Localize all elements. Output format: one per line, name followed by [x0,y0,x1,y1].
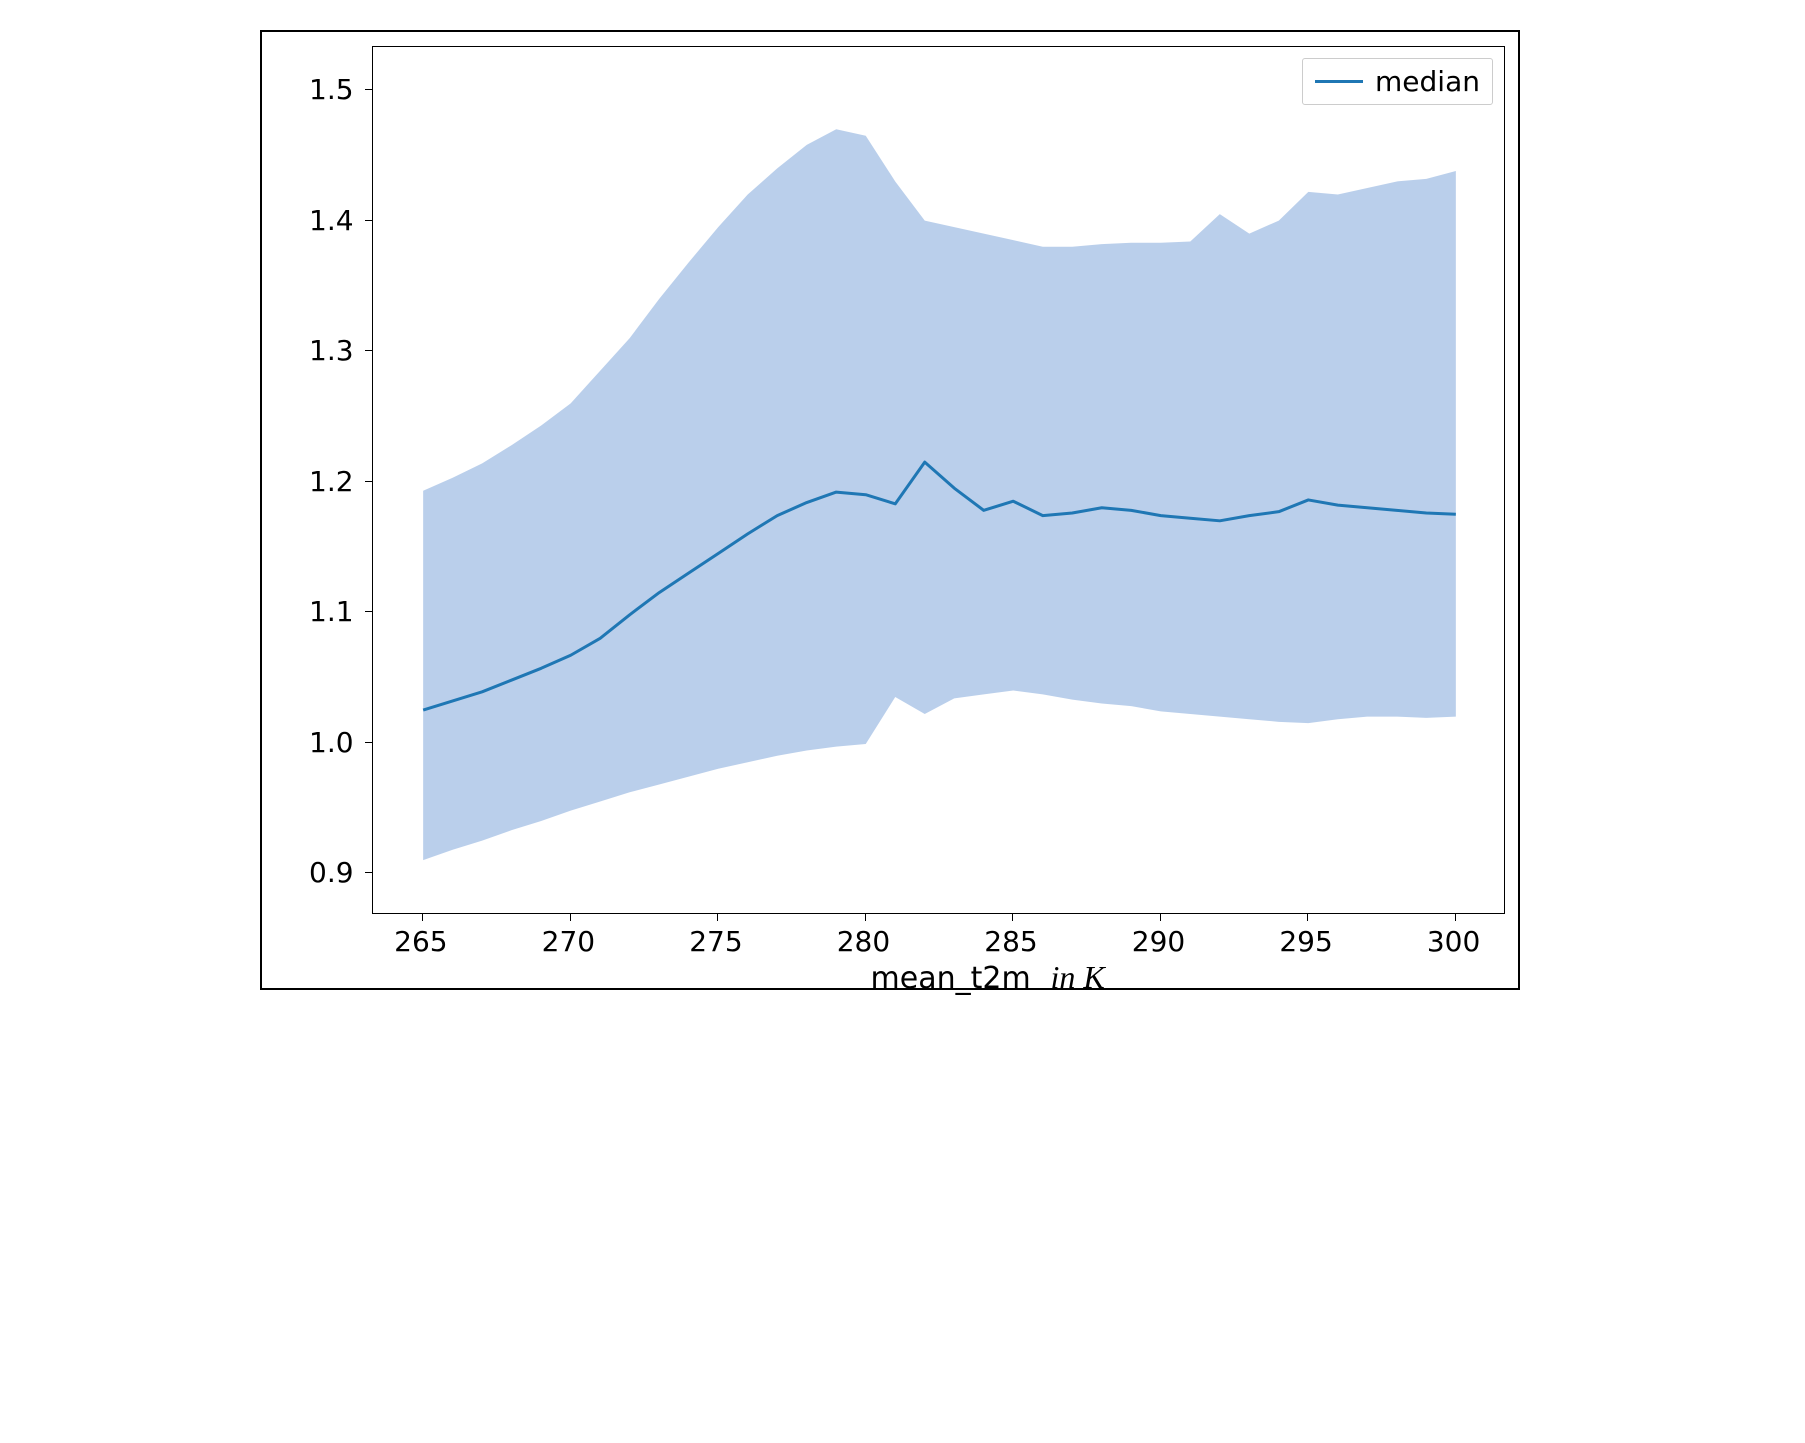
x-tick [1307,914,1308,921]
x-tick [1455,914,1456,921]
x-tick [570,914,571,921]
x-tick-label: 275 [689,925,742,958]
x-tick-label: 280 [837,925,890,958]
x-tick-label: 265 [394,925,447,958]
y-tick [365,742,372,743]
plot-rect [372,46,1505,914]
chart-svg [373,47,1506,915]
y-tick [365,89,372,90]
y-tick [365,481,372,482]
y-tick-label: 1.4 [309,204,354,237]
y-tick [365,220,372,221]
x-tick-label: 270 [542,925,595,958]
outer-frame: 265 270 275 280 285 290 295 300 0.9 1.0 1.1 1.2 1.3 1… [260,30,1520,990]
x-tick [422,914,423,921]
y-tick-label: 1.3 [309,334,354,367]
y-tick-label: 1.2 [309,465,354,498]
x-tick-label: 295 [1279,925,1332,958]
x-axis-label-unit: in K [1051,959,1105,996]
x-axis-label: mean_t2m [871,961,1031,996]
x-tick-label: 300 [1427,925,1480,958]
x-tick [1160,914,1161,921]
legend-label: median [1375,65,1480,98]
confidence-band [423,129,1456,860]
x-tick-label: 285 [984,925,1037,958]
axes-area: 265 270 275 280 285 290 295 300 0.9 1.0 1.1 1.2 1.3 1… [262,32,1518,988]
x-tick [717,914,718,921]
x-tick [1012,914,1013,921]
y-tick-label: 0.9 [309,856,354,889]
x-tick [865,914,866,921]
y-tick [365,611,372,612]
y-tick-label: 1.0 [309,726,354,759]
legend-line-sample [1315,80,1363,83]
legend: median [1302,58,1493,105]
y-tick-label: 1.5 [309,73,354,106]
page: 265 270 275 280 285 290 295 300 0.9 1.0 1.1 1.2 1.3 1… [0,0,1805,1443]
y-tick-label: 1.1 [309,595,354,628]
x-tick-label: 290 [1132,925,1185,958]
y-tick [365,350,372,351]
y-tick [365,872,372,873]
